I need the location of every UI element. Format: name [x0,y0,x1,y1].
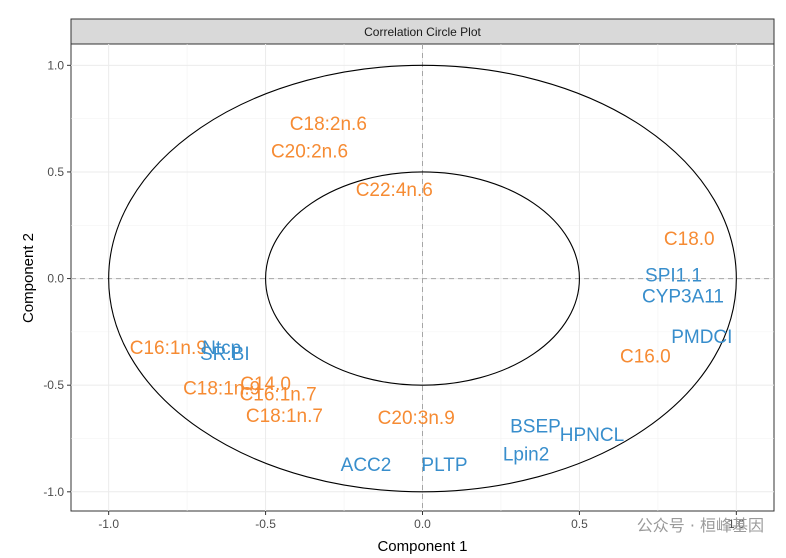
variable-label-blue: HPNCL [560,425,624,446]
variable-label-blue: BSEP [510,417,561,438]
variable-label-orange: C16:1n.7 [240,385,317,406]
variable-label-orange: C18:1n.9 [183,378,260,399]
reference-lines [71,44,774,511]
correlation-circles [108,64,737,493]
variable-label-blue: PMDCI [671,327,732,348]
correlation-circle [265,171,580,386]
x-tick-label: 0.0 [414,517,431,531]
y-tick-label: -0.5 [43,378,64,392]
y-axis-ticks: -1.0 -0.5 0.0 0.5 1.0 [43,58,71,499]
variable-label-blue: SPI1.1 [645,265,702,286]
x-tick-label: 1.0 [728,517,745,531]
variable-label-blue: Ntcp [202,338,241,359]
variable-label-blue: SR.BI [200,344,250,365]
variable-label-orange: C14.0 [240,374,291,395]
x-tick-label: -1.0 [98,517,119,531]
variable-label-orange: C18.0 [664,229,715,250]
x-axis-ticks: -1.0 -0.5 0.0 0.5 1.0 [98,511,745,531]
variable-labels: C18:2n.6 C20:2n.6 C22:4n.6 C18.0 C16.0 C16:1n… [130,114,733,476]
y-tick-label: 1.0 [47,58,64,72]
variable-label-orange: C22:4n.6 [356,180,433,201]
variable-label-orange: C18:2n.6 [290,114,367,135]
x-tick-label: -0.5 [255,517,276,531]
variable-label-orange: C20:3n.9 [378,408,455,429]
y-tick-label: 0.0 [47,272,64,286]
y-tick-label: -1.0 [43,485,64,499]
variable-label-blue: CYP3A11 [642,287,724,308]
x-axis-title: Component 1 [377,538,467,555]
y-axis-title: Component 2 [20,233,37,323]
x-tick-label: 0.5 [571,517,588,531]
variable-label-orange: C20:2n.6 [271,142,348,163]
variable-label-blue: ACC2 [341,455,392,476]
chart-title: Correlation Circle Plot [364,25,481,39]
correlation-circle [108,64,737,493]
strip-background [70,18,775,45]
watermark-text: 公众号 · 桓峰基因 [636,516,764,535]
variable-label-blue: PLTP [421,455,467,476]
variable-label-orange: C16:1n.9 [130,338,207,359]
y-tick-label: 0.5 [47,165,64,179]
variable-label-orange: C18:1n.7 [246,406,323,427]
variable-label-blue: Lpin2 [503,444,550,465]
variable-label-orange: C16.0 [620,346,671,367]
